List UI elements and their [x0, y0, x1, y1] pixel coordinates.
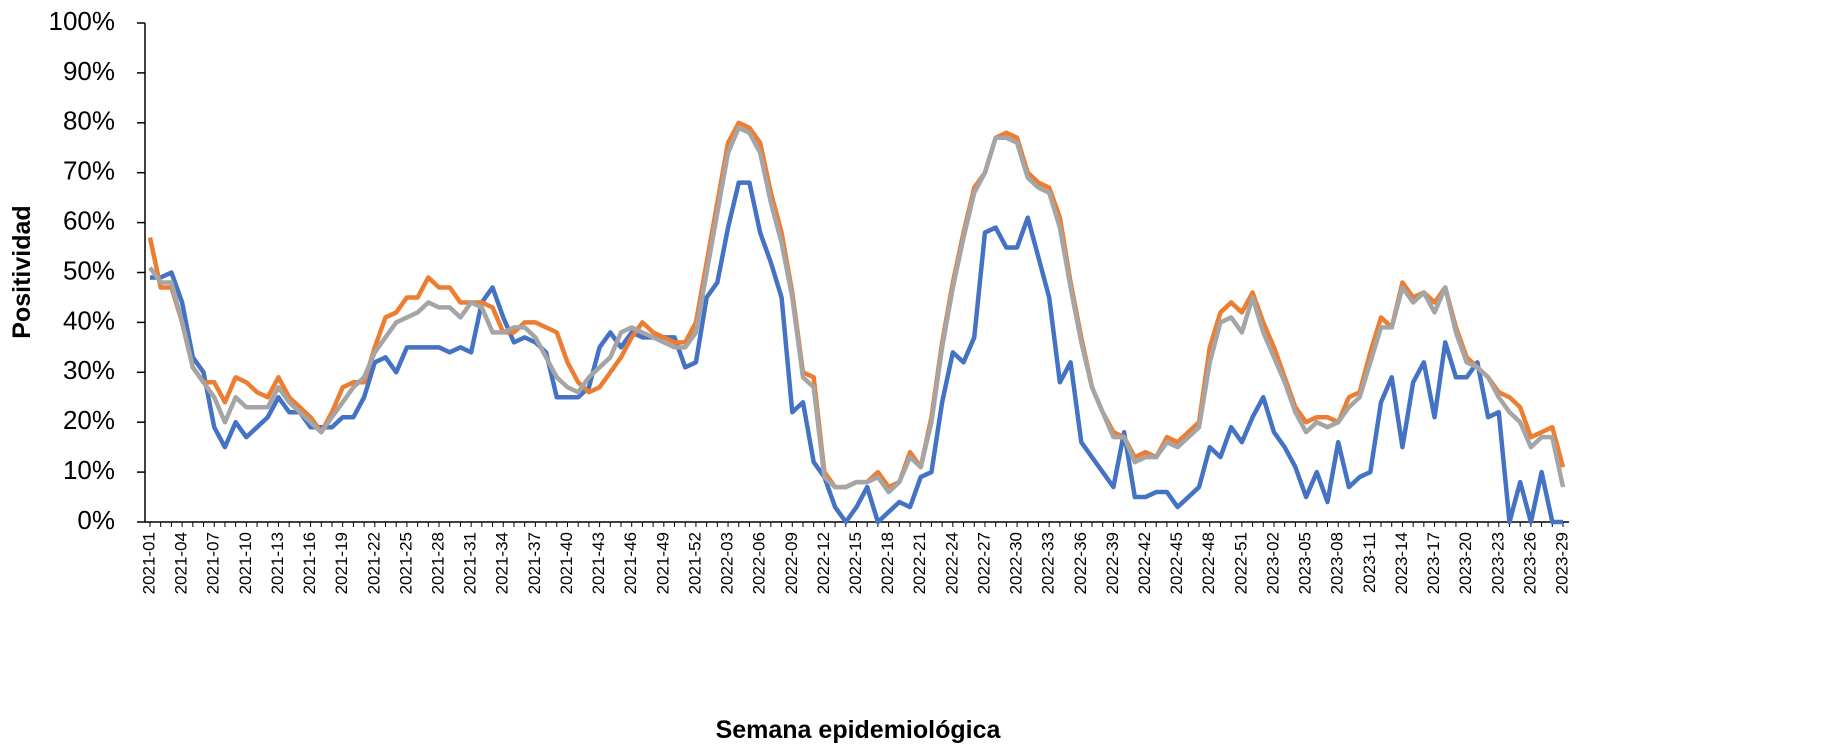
- x-tick-label: 2021-13: [268, 532, 287, 594]
- x-tick-label: 2022-51: [1231, 532, 1250, 594]
- x-tick-label: 2023-02: [1263, 532, 1282, 594]
- x-tick-label: 2022-12: [814, 532, 833, 594]
- x-tick-label: 2021-43: [589, 532, 608, 594]
- y-tick-label: 70%: [63, 156, 115, 186]
- x-tick-label: 2021-01: [139, 532, 158, 594]
- y-tick-label: 60%: [63, 205, 115, 235]
- x-axis-title: Semana epidemiológica: [716, 716, 1002, 744]
- x-tick-label: 2022-39: [1103, 532, 1122, 594]
- y-tick-label: 80%: [63, 106, 115, 136]
- y-tick-label: 50%: [63, 255, 115, 285]
- x-tick-label: 2021-04: [172, 532, 191, 594]
- x-tick-label: 2023-08: [1328, 532, 1347, 594]
- x-tick-label: 2023-26: [1520, 532, 1539, 594]
- x-tick-label: 2022-48: [1199, 532, 1218, 594]
- x-tick-label: 2023-11: [1360, 532, 1379, 593]
- x-tick-label: 2021-07: [204, 532, 223, 594]
- x-tick-label: 2021-16: [300, 532, 319, 594]
- series-line: [147, 120, 1566, 490]
- x-tick-label: 2021-37: [525, 532, 544, 594]
- series-line: [150, 180, 1563, 525]
- x-tick-label: 2021-31: [461, 532, 480, 594]
- x-tick-label: 2022-09: [782, 532, 801, 594]
- x-tick-label: 2023-23: [1488, 532, 1507, 594]
- x-tick-label: 2022-06: [750, 532, 769, 594]
- x-tick-label: 2022-30: [1007, 532, 1026, 594]
- x-tick-label: 2023-05: [1296, 532, 1315, 594]
- x-tick-label: 2022-24: [942, 532, 961, 594]
- series-line: [148, 125, 1566, 495]
- x-tick-label: 2021-40: [557, 532, 576, 594]
- x-tick-label: 2022-18: [878, 532, 897, 594]
- x-tick-label: 2021-22: [364, 532, 383, 594]
- y-tick-label: 0%: [77, 505, 115, 535]
- x-tick-label: 2021-25: [396, 532, 415, 594]
- x-tick-label: 2023-29: [1552, 532, 1571, 594]
- x-tick-label: 2022-36: [1071, 532, 1090, 594]
- x-tick-label: 2022-42: [1135, 532, 1154, 594]
- x-tick-label: 2021-28: [429, 532, 448, 594]
- x-tick-label: 2021-52: [685, 532, 704, 594]
- y-tick-label: 40%: [63, 305, 115, 335]
- y-axis-title: Positividad: [8, 205, 36, 338]
- x-tick-label: 2023-14: [1392, 532, 1411, 594]
- y-tick-label: 10%: [63, 455, 115, 485]
- x-tick-label: 2022-15: [846, 532, 865, 594]
- x-tick-label: 2021-10: [236, 532, 255, 594]
- x-tick-label: 2022-21: [910, 532, 929, 594]
- x-tick-label: 2021-46: [621, 532, 640, 594]
- x-tick-label: 2022-33: [1039, 532, 1058, 594]
- y-tick-label: 90%: [63, 56, 115, 86]
- y-tick-label: 20%: [63, 405, 115, 435]
- y-tick-label: 30%: [63, 355, 115, 385]
- x-tick-label: 2021-34: [493, 532, 512, 594]
- x-tick-label: 2023-17: [1424, 532, 1443, 594]
- y-tick-label: 100%: [49, 6, 116, 36]
- x-tick-label: 2022-45: [1167, 532, 1186, 594]
- x-tick-label: 2022-03: [718, 532, 737, 594]
- x-tick-label: 2022-27: [974, 532, 993, 594]
- x-tick-label: 2021-19: [332, 532, 351, 594]
- x-tick-label: 2023-20: [1456, 532, 1475, 594]
- x-tick-label: 2021-49: [653, 532, 672, 594]
